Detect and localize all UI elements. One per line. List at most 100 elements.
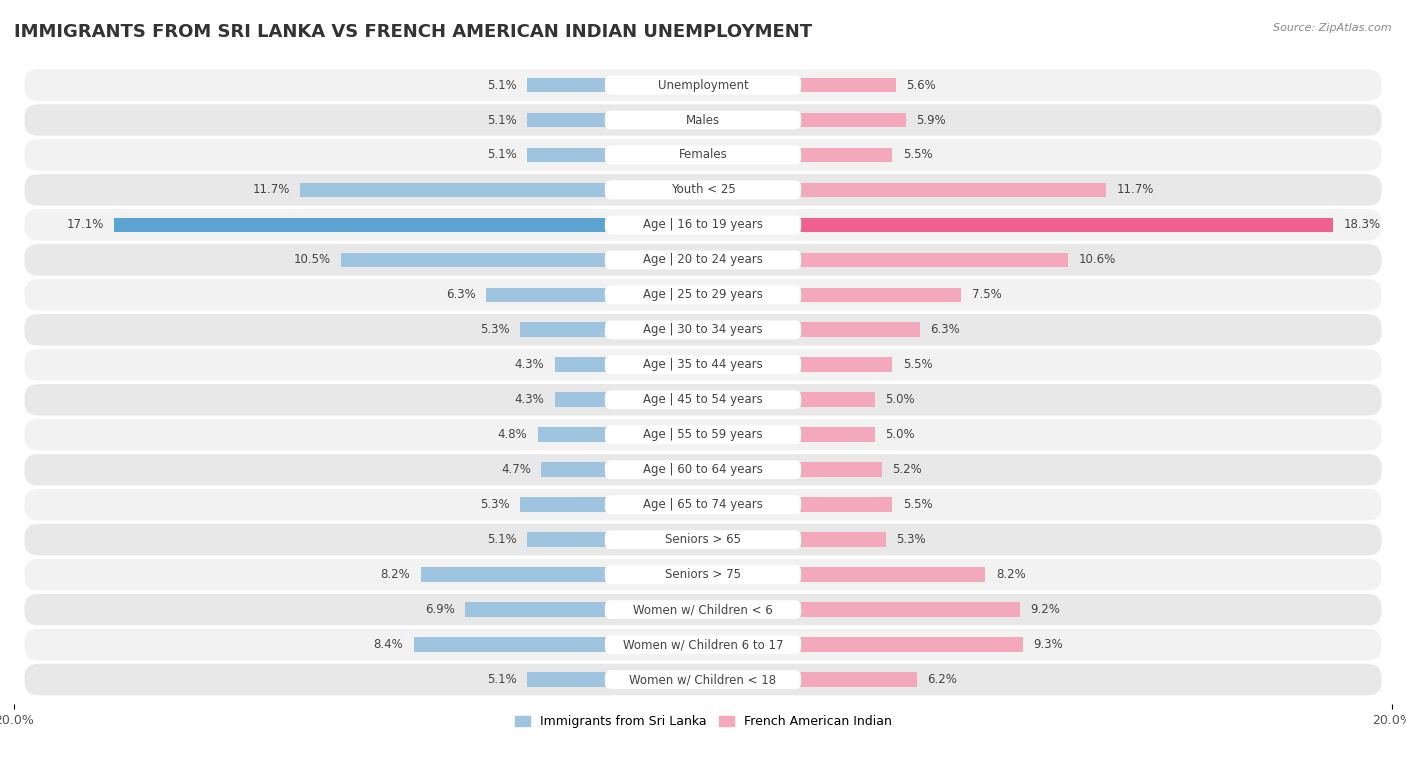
Text: 4.3%: 4.3% <box>515 358 544 371</box>
Text: 6.3%: 6.3% <box>446 288 475 301</box>
Text: 5.3%: 5.3% <box>481 323 510 336</box>
Text: 6.2%: 6.2% <box>927 673 956 686</box>
Bar <box>520 497 703 512</box>
FancyBboxPatch shape <box>24 70 1382 101</box>
Bar <box>541 463 703 477</box>
Text: Age | 45 to 54 years: Age | 45 to 54 years <box>643 394 763 407</box>
Bar <box>703 182 1107 198</box>
Text: 8.2%: 8.2% <box>381 568 411 581</box>
Text: 4.8%: 4.8% <box>498 428 527 441</box>
FancyBboxPatch shape <box>605 216 801 235</box>
Text: Age | 65 to 74 years: Age | 65 to 74 years <box>643 498 763 511</box>
Text: Females: Females <box>679 148 727 161</box>
Bar <box>703 322 920 337</box>
FancyBboxPatch shape <box>605 460 801 479</box>
FancyBboxPatch shape <box>605 425 801 444</box>
Text: 5.5%: 5.5% <box>903 148 932 161</box>
Text: Age | 25 to 29 years: Age | 25 to 29 years <box>643 288 763 301</box>
Bar <box>299 182 703 198</box>
Text: 8.2%: 8.2% <box>995 568 1025 581</box>
Text: 9.2%: 9.2% <box>1031 603 1060 616</box>
Text: 5.3%: 5.3% <box>896 533 925 546</box>
Text: 6.9%: 6.9% <box>425 603 456 616</box>
FancyBboxPatch shape <box>605 530 801 549</box>
FancyBboxPatch shape <box>605 355 801 374</box>
Text: 5.1%: 5.1% <box>488 79 517 92</box>
Bar <box>703 567 986 582</box>
Text: Age | 60 to 64 years: Age | 60 to 64 years <box>643 463 763 476</box>
Text: 9.3%: 9.3% <box>1033 638 1063 651</box>
Text: 5.5%: 5.5% <box>903 498 932 511</box>
FancyBboxPatch shape <box>605 180 801 199</box>
Text: 5.6%: 5.6% <box>907 79 936 92</box>
FancyBboxPatch shape <box>605 320 801 339</box>
Bar <box>527 113 703 127</box>
Text: Women w/ Children 6 to 17: Women w/ Children 6 to 17 <box>623 638 783 651</box>
Text: Seniors > 75: Seniors > 75 <box>665 568 741 581</box>
Text: 5.1%: 5.1% <box>488 533 517 546</box>
FancyBboxPatch shape <box>24 139 1382 171</box>
Bar <box>703 113 907 127</box>
Text: Age | 55 to 59 years: Age | 55 to 59 years <box>643 428 763 441</box>
Text: Women w/ Children < 18: Women w/ Children < 18 <box>630 673 776 686</box>
Bar <box>114 217 703 232</box>
Legend: Immigrants from Sri Lanka, French American Indian: Immigrants from Sri Lanka, French Americ… <box>509 710 897 733</box>
FancyBboxPatch shape <box>605 145 801 164</box>
FancyBboxPatch shape <box>24 209 1382 241</box>
FancyBboxPatch shape <box>24 664 1382 695</box>
FancyBboxPatch shape <box>605 251 801 269</box>
Bar <box>703 148 893 162</box>
FancyBboxPatch shape <box>605 600 801 619</box>
Text: 8.4%: 8.4% <box>374 638 404 651</box>
Text: 4.7%: 4.7% <box>501 463 531 476</box>
Bar <box>555 392 703 407</box>
FancyBboxPatch shape <box>24 349 1382 381</box>
Text: 7.5%: 7.5% <box>972 288 1001 301</box>
Bar <box>703 357 893 372</box>
Text: 17.1%: 17.1% <box>66 219 104 232</box>
Text: 5.1%: 5.1% <box>488 673 517 686</box>
Text: 18.3%: 18.3% <box>1344 219 1381 232</box>
Text: 5.0%: 5.0% <box>886 428 915 441</box>
Text: Seniors > 65: Seniors > 65 <box>665 533 741 546</box>
Text: 5.3%: 5.3% <box>481 498 510 511</box>
Bar <box>703 392 875 407</box>
Text: IMMIGRANTS FROM SRI LANKA VS FRENCH AMERICAN INDIAN UNEMPLOYMENT: IMMIGRANTS FROM SRI LANKA VS FRENCH AMER… <box>14 23 813 41</box>
Text: 6.3%: 6.3% <box>931 323 960 336</box>
Bar <box>420 567 703 582</box>
Text: Youth < 25: Youth < 25 <box>671 183 735 197</box>
FancyBboxPatch shape <box>605 495 801 514</box>
Text: Age | 30 to 34 years: Age | 30 to 34 years <box>643 323 763 336</box>
Bar <box>703 463 882 477</box>
Bar <box>527 148 703 162</box>
Text: 5.5%: 5.5% <box>903 358 932 371</box>
Bar <box>703 288 962 302</box>
FancyBboxPatch shape <box>605 565 801 584</box>
FancyBboxPatch shape <box>605 670 801 689</box>
FancyBboxPatch shape <box>24 279 1382 310</box>
Bar <box>486 288 703 302</box>
Text: Males: Males <box>686 114 720 126</box>
FancyBboxPatch shape <box>24 384 1382 416</box>
Bar <box>703 603 1019 617</box>
Text: 10.6%: 10.6% <box>1078 254 1116 266</box>
Bar <box>703 672 917 687</box>
Bar <box>703 78 896 92</box>
FancyBboxPatch shape <box>24 454 1382 485</box>
FancyBboxPatch shape <box>605 76 801 95</box>
FancyBboxPatch shape <box>24 419 1382 450</box>
Bar <box>537 428 703 442</box>
FancyBboxPatch shape <box>24 174 1382 206</box>
Text: 11.7%: 11.7% <box>252 183 290 197</box>
Bar <box>703 532 886 547</box>
FancyBboxPatch shape <box>24 593 1382 625</box>
Text: 5.9%: 5.9% <box>917 114 946 126</box>
Bar <box>703 428 875 442</box>
Text: 11.7%: 11.7% <box>1116 183 1154 197</box>
FancyBboxPatch shape <box>24 524 1382 556</box>
Bar <box>527 78 703 92</box>
Text: 5.1%: 5.1% <box>488 114 517 126</box>
FancyBboxPatch shape <box>24 314 1382 345</box>
FancyBboxPatch shape <box>24 489 1382 520</box>
FancyBboxPatch shape <box>605 635 801 654</box>
